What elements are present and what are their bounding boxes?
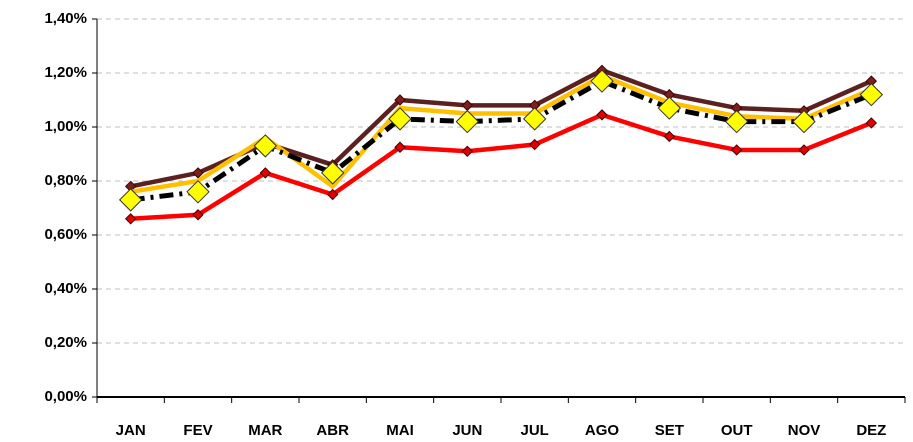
y-tick-label: 1,00% [44,118,87,135]
x-tick-label: AGO [585,422,620,439]
marker [522,107,547,131]
x-tick-label: MAI [386,422,414,439]
marker [326,188,339,201]
x-tick-label: ABR [316,422,349,439]
marker [596,109,608,121]
marker [124,213,137,225]
marker [859,82,884,107]
marker [528,138,541,151]
y-tick-label: 1,40% [44,10,87,27]
marker [186,180,210,204]
y-tick-label: 0,60% [44,226,87,243]
marker [798,144,810,156]
marker [192,167,204,179]
x-tick-label: FEV [183,422,212,439]
y-tick-label: 1,20% [44,64,87,81]
series-line [130,68,873,189]
x-tick-label: JUN [452,422,482,439]
marker [461,99,474,112]
marker [792,109,816,134]
marker [663,130,676,143]
marker [724,109,749,134]
marker [394,141,406,153]
marker [730,144,743,156]
marker [192,209,204,221]
x-tick-label: JUL [520,422,548,439]
marker [590,69,614,93]
x-tick-label: OUT [721,422,753,439]
y-tick-label: 0,00% [44,388,87,405]
marker [455,109,480,134]
marker [388,107,412,131]
marker [320,161,345,185]
marker [865,117,878,129]
x-tick-label: MAR [248,422,282,439]
y-tick-label: 0,40% [44,280,87,297]
y-tick-label: 0,80% [44,172,87,189]
series-line [130,78,873,203]
x-tick-label: JAN [116,422,146,439]
x-tick-label: NOV [788,422,821,439]
marker [253,134,278,158]
x-tick-label: DEZ [856,422,886,439]
y-tick-label: 0,20% [44,334,87,351]
marker [394,94,406,106]
x-tick-label: SET [655,422,684,439]
series-line [130,73,873,195]
series-line [130,112,873,222]
marker [461,145,474,158]
marker [259,167,272,179]
marker [118,188,143,212]
marker [657,96,682,120]
